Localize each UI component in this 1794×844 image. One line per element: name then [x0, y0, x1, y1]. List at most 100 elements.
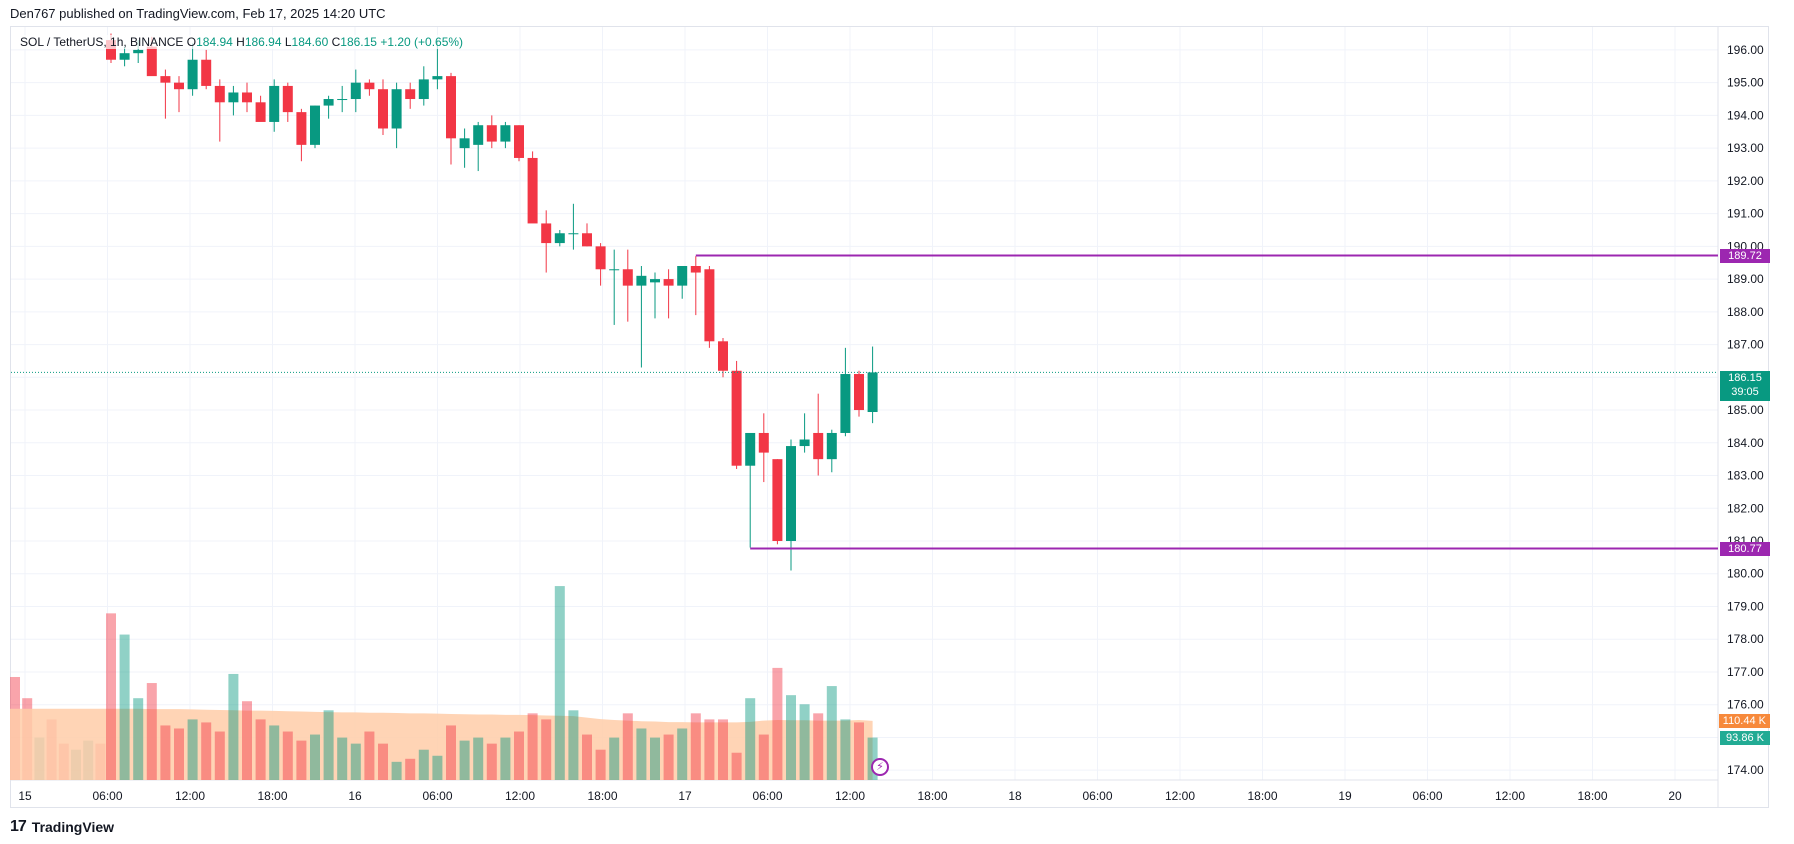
symbol-label[interactable]: SOL / TetherUS, 1h, BINANCE	[20, 35, 184, 49]
candle-body	[214, 85, 225, 103]
volume-bar	[296, 740, 307, 780]
publisher-line: Den767 published on TradingView.com, Feb…	[10, 6, 386, 21]
candle-body	[500, 125, 511, 142]
y-tick-label: 185.00	[1727, 403, 1764, 417]
candle-body	[242, 92, 252, 103]
countdown-value: 39:05	[1731, 386, 1759, 398]
candle-body	[269, 85, 280, 122]
volume-bar	[704, 719, 715, 780]
x-tick-label: 16	[348, 789, 362, 803]
x-tick-label: 18:00	[1247, 789, 1277, 803]
candle-body	[826, 432, 837, 460]
candle-body	[201, 59, 212, 86]
candle-body	[473, 125, 484, 145]
y-tick-label: 189.00	[1727, 272, 1764, 286]
candle-body	[146, 46, 157, 77]
volume-bar	[650, 737, 660, 780]
candle-body	[840, 374, 851, 433]
x-tick-label: 06:00	[1082, 789, 1112, 803]
volume-bar	[609, 737, 620, 780]
candle-body	[799, 439, 810, 447]
volume-bar	[799, 704, 810, 780]
candle-body	[554, 233, 565, 244]
candle-body	[296, 112, 307, 145]
candle-body	[609, 269, 620, 271]
volume-bar	[636, 728, 647, 780]
candle-body	[391, 89, 402, 129]
open-value: 184.94	[196, 35, 233, 49]
volume-bar	[867, 737, 878, 780]
x-tick-label: 12:00	[1495, 789, 1525, 803]
y-tick-label: 180.00	[1727, 567, 1764, 581]
volume-bar	[772, 667, 783, 780]
volume-bar	[622, 713, 633, 780]
footer-brand[interactable]: 17 TradingView	[10, 818, 114, 836]
candle-body	[432, 76, 443, 80]
volume-bar	[269, 725, 280, 780]
volume-bar	[146, 683, 157, 780]
close-label: C	[331, 35, 341, 49]
volume-bar	[554, 586, 565, 780]
volume-value: 93.86 K	[1726, 732, 1764, 744]
volume-bar	[854, 722, 864, 780]
candle-body	[418, 79, 429, 100]
volume-bar	[214, 731, 225, 780]
candle-body	[663, 279, 674, 286]
y-tick-label: 179.00	[1727, 599, 1764, 613]
lightning-icon[interactable]: ⚡	[871, 758, 889, 776]
y-tick-label: 182.00	[1727, 501, 1764, 515]
volume-bar	[446, 725, 456, 780]
candle-body	[786, 446, 796, 542]
candle-body	[568, 233, 579, 235]
volume-bar	[840, 719, 851, 780]
y-tick-label: 177.00	[1727, 665, 1764, 679]
y-tick-label: 194.00	[1727, 108, 1764, 122]
candle-body	[867, 372, 878, 413]
volume-bar	[337, 737, 348, 780]
volume-bar	[690, 713, 701, 780]
candle-body	[405, 89, 416, 100]
candle-body	[677, 265, 688, 286]
high-value: 186.94	[244, 35, 282, 49]
candle-body	[378, 89, 388, 129]
y-tick-label: 178.00	[1727, 632, 1764, 646]
candle-body	[622, 269, 633, 286]
volume-bar	[459, 740, 470, 780]
volume-bar	[758, 734, 769, 780]
candle-body	[350, 82, 361, 100]
candle-body	[854, 374, 864, 411]
x-tick-label: 18:00	[587, 789, 617, 803]
volume-bar	[568, 710, 579, 780]
x-tick-label: 18:00	[257, 789, 287, 803]
high-label: H	[236, 35, 245, 49]
volume-bar	[174, 728, 184, 780]
candle-body	[282, 85, 293, 113]
candle-body	[650, 279, 660, 283]
volume-bar	[663, 734, 674, 780]
footer-brand-name: TradingView	[31, 819, 115, 835]
volume-bar	[418, 749, 429, 780]
volume-bar	[486, 743, 497, 780]
candle-body	[813, 432, 824, 460]
volume-bar	[187, 719, 198, 780]
volume-bar	[405, 758, 416, 780]
y-tick-label: 195.00	[1727, 76, 1764, 90]
y-tick-label: 193.00	[1727, 141, 1764, 155]
candle-body	[446, 76, 456, 139]
candle-body	[310, 105, 320, 145]
low-label: L	[284, 35, 292, 49]
candle-body	[527, 157, 538, 224]
open-label: O	[186, 35, 197, 49]
volume-bar	[541, 719, 552, 780]
volume-bar	[595, 749, 606, 780]
candle-body	[459, 138, 470, 149]
volume-bar	[378, 743, 388, 780]
y-tick-label: 192.00	[1727, 174, 1764, 188]
change-value: +1.20 (+0.65%)	[380, 35, 464, 49]
volume-bar	[282, 731, 293, 780]
y-tick-label: 174.00	[1727, 763, 1764, 777]
candle-body	[582, 233, 592, 247]
tradingview-logo-icon: 17	[10, 818, 27, 835]
candle-body	[187, 59, 198, 90]
